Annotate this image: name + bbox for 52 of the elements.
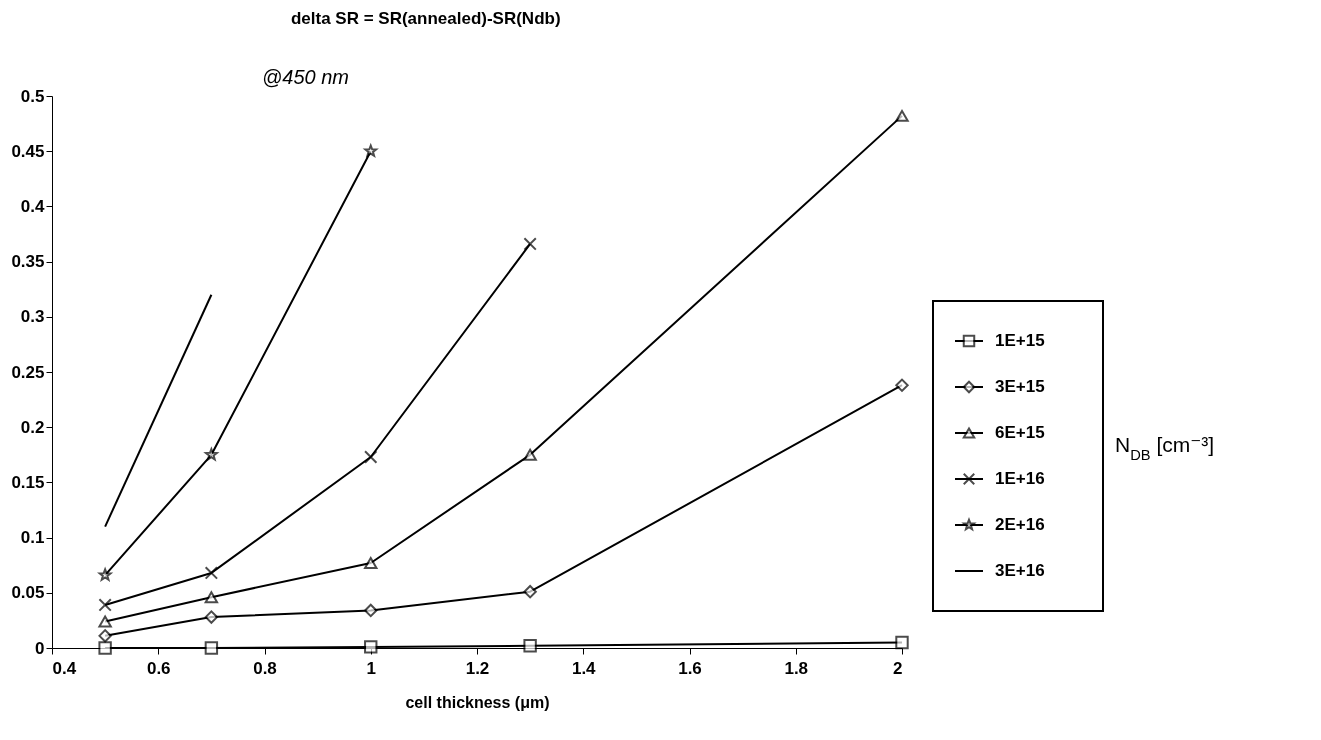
point xyxy=(98,629,112,643)
legend-label: 1E+16 xyxy=(995,469,1045,488)
point xyxy=(364,557,378,569)
legend-label: 3E+16 xyxy=(995,561,1045,580)
y-tick-label: 0 xyxy=(35,638,45,658)
point xyxy=(204,566,219,580)
point xyxy=(204,610,219,624)
point xyxy=(364,603,378,618)
point xyxy=(98,568,112,581)
point xyxy=(523,585,537,599)
point xyxy=(364,640,378,654)
point xyxy=(523,448,537,461)
point xyxy=(523,237,537,251)
y-tick-label: 0.5 xyxy=(20,86,45,106)
y-tick-label: 0.05 xyxy=(11,583,45,603)
point xyxy=(204,641,219,655)
legend-label: 2E+16 xyxy=(995,515,1045,534)
y-tick-label: 0.4 xyxy=(20,196,46,216)
x-tick-label: 1.6 xyxy=(678,658,702,678)
x-tick-label: 2 xyxy=(893,658,903,678)
legend-label: 6E+15 xyxy=(995,423,1045,442)
x-tick-label: 1.8 xyxy=(784,658,809,678)
point xyxy=(523,639,537,653)
x-tick-label: 1.2 xyxy=(465,658,490,678)
x-axis-title: cell thickness (μm) xyxy=(405,693,550,711)
x-tick-label: 1 xyxy=(366,658,376,678)
x-tick-label: 0.8 xyxy=(253,658,277,678)
point xyxy=(98,598,112,612)
text: @450 nm xyxy=(262,66,350,88)
point xyxy=(364,450,378,464)
y-tick-label: 0.35 xyxy=(11,252,45,272)
y-tick-label: 0.25 xyxy=(11,362,45,382)
y-tick-label: 0.45 xyxy=(11,141,45,161)
legend-title: N$_{DB}$ [cm⁻³] xyxy=(1115,433,1215,463)
point xyxy=(364,144,378,157)
y-tick-label: 0.2 xyxy=(20,417,45,437)
legend-label: 3E+15 xyxy=(995,377,1045,396)
point xyxy=(895,378,909,392)
point xyxy=(98,615,112,628)
point xyxy=(895,109,909,122)
y-tick-label: 0.15 xyxy=(11,472,45,492)
y-tick-label: 0.1 xyxy=(20,528,45,548)
x-tick-label: 0.4 xyxy=(52,658,77,678)
x-tick-label: 1.4 xyxy=(571,658,597,678)
point xyxy=(895,635,909,650)
point xyxy=(204,591,219,604)
y-tick-label: 0.3 xyxy=(20,307,45,327)
legend-label: 1E+15 xyxy=(995,331,1045,350)
point xyxy=(98,641,112,655)
chart-title: delta SR = SR(annealed)-SR(Ndb) xyxy=(290,9,561,28)
point xyxy=(204,448,218,461)
x-tick-label: 0.6 xyxy=(146,658,171,678)
